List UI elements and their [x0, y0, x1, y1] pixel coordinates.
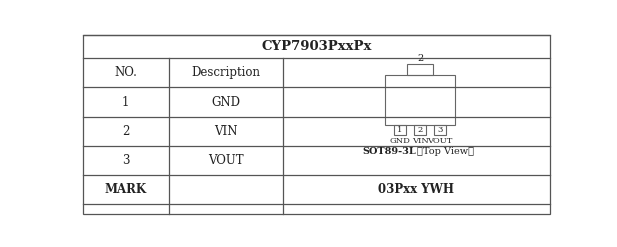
- Text: SOT89-3L: SOT89-3L: [362, 147, 416, 156]
- Text: VOUT: VOUT: [428, 137, 453, 145]
- Text: VIN: VIN: [412, 137, 428, 145]
- Text: GND: GND: [389, 137, 410, 145]
- Bar: [434, 125, 447, 135]
- Text: 1: 1: [397, 126, 403, 134]
- Text: VIN: VIN: [213, 125, 238, 138]
- Bar: [407, 64, 433, 75]
- Bar: [414, 125, 426, 135]
- Text: 2: 2: [417, 54, 423, 63]
- Text: CYP7903PxxPx: CYP7903PxxPx: [261, 40, 371, 53]
- Text: 1: 1: [122, 96, 129, 108]
- Text: Description: Description: [191, 66, 260, 79]
- Text: 3: 3: [122, 154, 130, 167]
- Text: GND: GND: [211, 96, 240, 108]
- Text: 03Pxx YWH: 03Pxx YWH: [378, 183, 454, 196]
- Text: 2: 2: [122, 125, 129, 138]
- Text: 3: 3: [437, 126, 443, 134]
- Text: NO.: NO.: [114, 66, 137, 79]
- Text: MARK: MARK: [104, 183, 147, 196]
- Text: （Top View）: （Top View）: [417, 147, 474, 156]
- Text: 2: 2: [418, 126, 423, 134]
- Text: VOUT: VOUT: [208, 154, 243, 167]
- Bar: [394, 125, 406, 135]
- Bar: [385, 75, 455, 125]
